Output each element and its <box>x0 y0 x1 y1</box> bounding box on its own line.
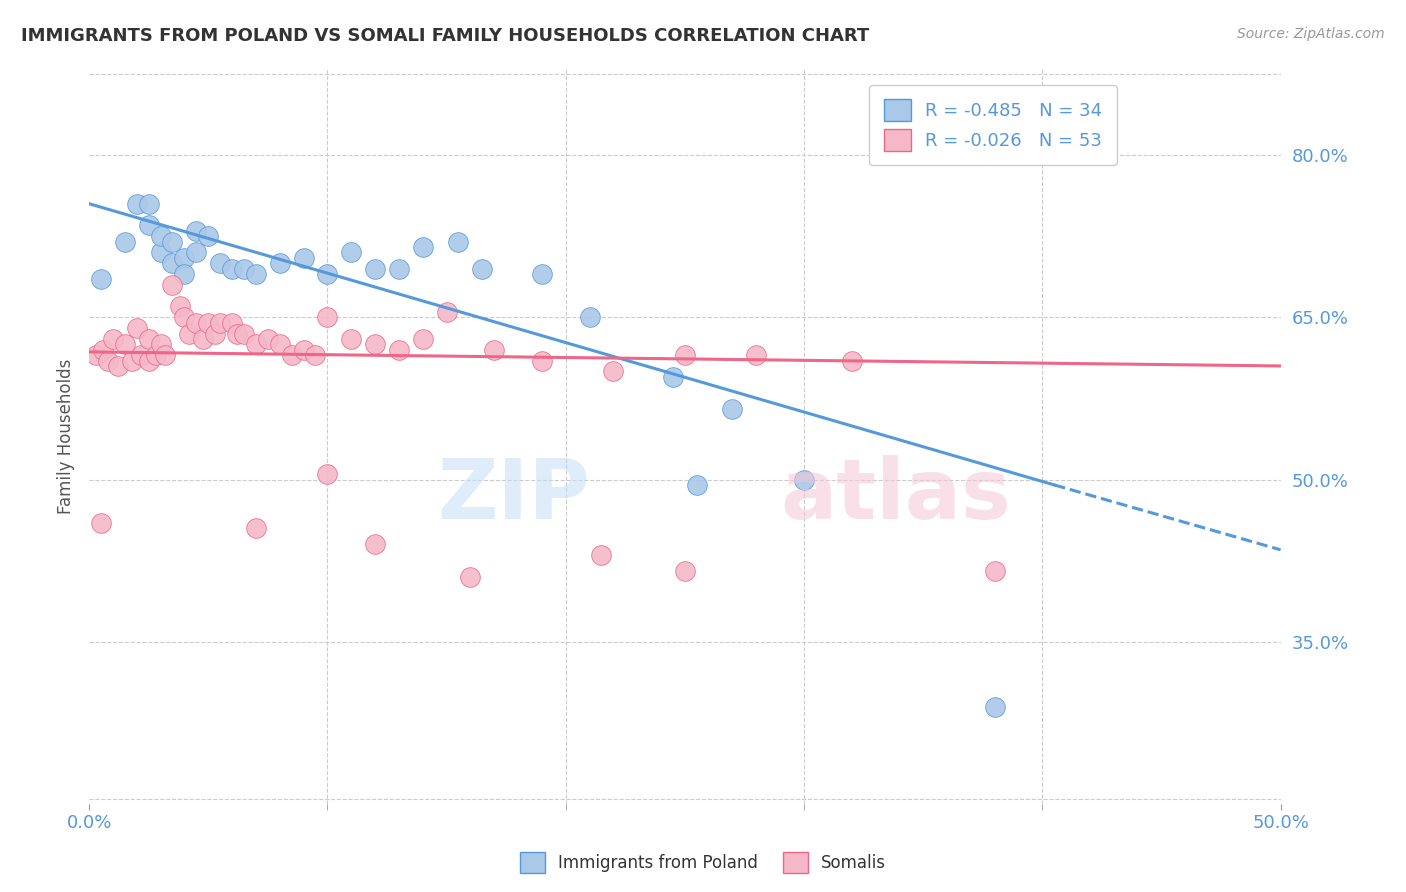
Point <box>983 565 1005 579</box>
Point <box>149 337 172 351</box>
Point <box>173 251 195 265</box>
Point <box>269 337 291 351</box>
Point <box>591 548 613 562</box>
Point <box>114 337 136 351</box>
Point <box>131 348 153 362</box>
Point <box>209 256 232 270</box>
Point <box>662 369 685 384</box>
Point <box>388 343 411 357</box>
Point <box>364 261 387 276</box>
Point <box>84 348 107 362</box>
Point <box>388 261 411 276</box>
Point <box>173 267 195 281</box>
Point <box>673 348 696 362</box>
Point <box>162 256 184 270</box>
Point <box>471 261 494 276</box>
Point <box>482 343 505 357</box>
Point <box>340 332 363 346</box>
Point <box>269 256 291 270</box>
Point <box>233 261 256 276</box>
Point <box>162 277 184 292</box>
Point <box>179 326 201 341</box>
Point <box>225 326 247 341</box>
Point <box>745 348 768 362</box>
Point <box>193 332 215 346</box>
Point <box>204 326 226 341</box>
Point <box>93 343 115 357</box>
Point <box>186 316 208 330</box>
Point <box>280 348 302 362</box>
Point <box>460 570 482 584</box>
Point <box>114 235 136 249</box>
Point <box>340 245 363 260</box>
Point <box>841 353 863 368</box>
Point <box>245 267 267 281</box>
Point <box>793 473 815 487</box>
Point <box>186 224 208 238</box>
Point <box>209 316 232 330</box>
Point <box>101 332 124 346</box>
Legend: R = -0.485   N = 34, R = -0.026   N = 53: R = -0.485 N = 34, R = -0.026 N = 53 <box>869 85 1116 165</box>
Point <box>686 478 709 492</box>
Point <box>186 245 208 260</box>
Point <box>983 148 1005 162</box>
Point <box>173 310 195 325</box>
Y-axis label: Family Households: Family Households <box>58 359 75 514</box>
Point <box>90 516 112 530</box>
Point <box>97 353 120 368</box>
Point <box>107 359 129 373</box>
Point <box>292 343 315 357</box>
Point <box>364 537 387 551</box>
Point <box>125 196 148 211</box>
Point <box>530 267 553 281</box>
Text: IMMIGRANTS FROM POLAND VS SOMALI FAMILY HOUSEHOLDS CORRELATION CHART: IMMIGRANTS FROM POLAND VS SOMALI FAMILY … <box>21 27 869 45</box>
Point <box>121 353 143 368</box>
Point <box>256 332 278 346</box>
Point <box>436 305 458 319</box>
Point <box>304 348 326 362</box>
Legend: Immigrants from Poland, Somalis: Immigrants from Poland, Somalis <box>513 846 893 880</box>
Text: ZIP: ZIP <box>437 455 589 535</box>
Point <box>169 300 191 314</box>
Point <box>364 337 387 351</box>
Point <box>316 467 339 482</box>
Text: Source: ZipAtlas.com: Source: ZipAtlas.com <box>1237 27 1385 41</box>
Point <box>197 316 219 330</box>
Point <box>316 310 339 325</box>
Point <box>90 272 112 286</box>
Point <box>145 348 167 362</box>
Point <box>292 251 315 265</box>
Point <box>316 267 339 281</box>
Point <box>221 316 243 330</box>
Point <box>138 332 160 346</box>
Text: atlas: atlas <box>780 455 1011 535</box>
Point <box>221 261 243 276</box>
Point <box>162 235 184 249</box>
Point <box>673 565 696 579</box>
Point <box>138 219 160 233</box>
Point <box>233 326 256 341</box>
Point <box>983 699 1005 714</box>
Point <box>602 364 624 378</box>
Point <box>447 235 470 249</box>
Point <box>125 321 148 335</box>
Point <box>412 240 434 254</box>
Point <box>138 196 160 211</box>
Point <box>155 348 177 362</box>
Point <box>138 353 160 368</box>
Point <box>149 245 172 260</box>
Point <box>245 337 267 351</box>
Point <box>412 332 434 346</box>
Point <box>149 229 172 244</box>
Point <box>245 521 267 535</box>
Point <box>197 229 219 244</box>
Point <box>578 310 600 325</box>
Point <box>721 402 744 417</box>
Point <box>530 353 553 368</box>
